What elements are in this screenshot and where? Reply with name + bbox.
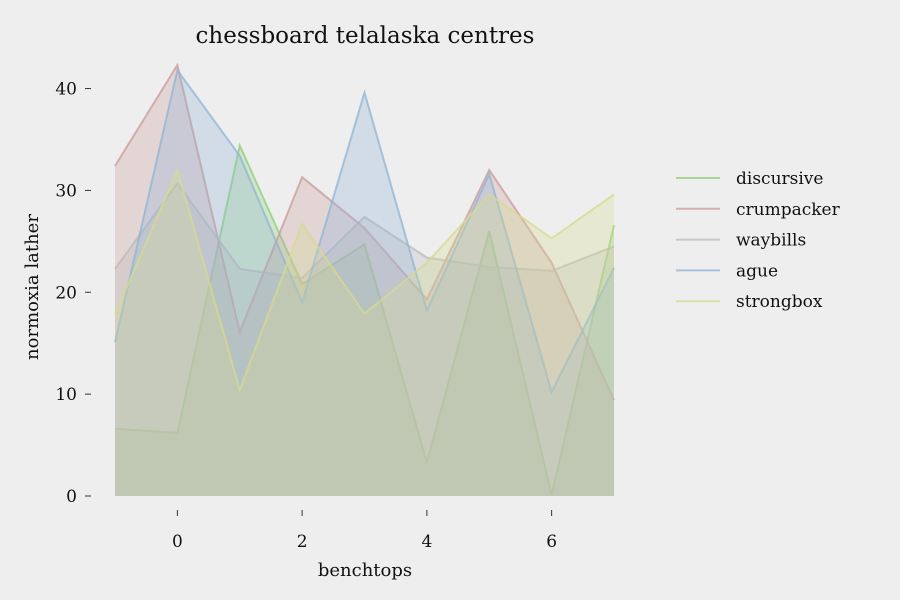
y-axis-label: normoxia lather [22, 214, 43, 360]
chart-title: chessboard telalaska centres [196, 23, 535, 49]
x-tick-label: 0 [172, 532, 183, 552]
legend: discursive crumpacker waybills ague strongbo… [676, 169, 841, 312]
x-tick-label: 2 [297, 532, 308, 552]
legend-label: strongbox [736, 292, 823, 312]
line-strongbox [114, 167, 615, 394]
legend-label: waybills [736, 231, 806, 251]
legend-label: discursive [736, 169, 823, 189]
y-tick-label: 40 [55, 80, 77, 100]
area-strongbox [115, 170, 614, 496]
x-axis-label: benchtops [318, 560, 412, 581]
y-axis: 0 10 20 30 40 [55, 80, 91, 507]
legend-label: ague [736, 261, 778, 281]
y-tick-label: 10 [55, 385, 77, 405]
y-tick-label: 0 [66, 487, 77, 507]
line-crumpacker [114, 62, 615, 401]
x-axis: 0 2 4 6 [172, 510, 557, 552]
x-tick-label: 4 [421, 532, 432, 552]
line-waybills [114, 181, 615, 280]
plot-area [114, 62, 615, 496]
line-discursive [114, 142, 615, 496]
line-ague [114, 67, 615, 395]
x-tick-label: 6 [546, 532, 557, 552]
legend-label: crumpacker [736, 200, 841, 220]
y-tick-label: 30 [55, 181, 77, 201]
y-tick-label: 20 [55, 283, 77, 303]
area-waybills [115, 183, 614, 496]
